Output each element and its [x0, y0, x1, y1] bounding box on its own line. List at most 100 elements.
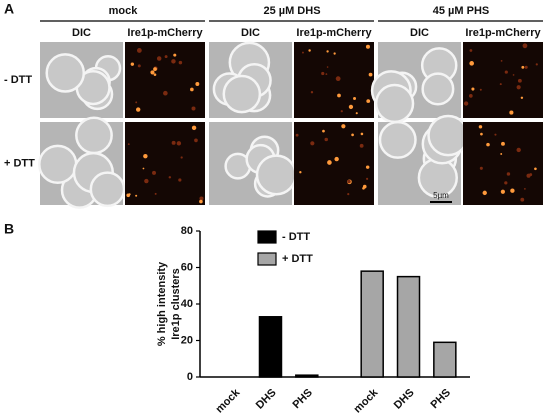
- y-tick-label: 20: [181, 334, 193, 346]
- spot: [534, 167, 537, 171]
- spot: [142, 167, 145, 170]
- channel-label: DIC: [72, 27, 91, 39]
- spot: [180, 156, 183, 159]
- spot: [521, 65, 525, 69]
- spot: [347, 193, 350, 196]
- cell: [255, 154, 297, 196]
- channel-label: Ire1p-mCherry: [127, 27, 203, 39]
- spot: [325, 73, 328, 76]
- spot: [137, 64, 141, 68]
- image: [463, 42, 543, 118]
- spot: [191, 125, 197, 131]
- spot: [501, 141, 505, 146]
- spot: [164, 55, 168, 59]
- cell: [45, 53, 86, 93]
- panel-label: B: [4, 221, 14, 237]
- spot: [365, 44, 370, 49]
- spot: [469, 61, 474, 66]
- cell: [374, 83, 415, 124]
- x-tick-label: DHS: [392, 387, 417, 412]
- micrograph: [125, 122, 205, 205]
- spot: [479, 88, 482, 91]
- spot: [504, 70, 508, 74]
- spot: [529, 173, 533, 177]
- micrograph: [38, 116, 126, 209]
- spot: [326, 50, 329, 53]
- spot: [340, 110, 343, 113]
- spot: [368, 72, 373, 77]
- spot: [199, 199, 203, 204]
- legend-label: - DTT: [282, 231, 310, 243]
- spot: [327, 160, 332, 165]
- cell: [378, 120, 417, 159]
- spot: [153, 67, 157, 71]
- spot: [295, 133, 299, 137]
- x-tick-label: mock: [352, 386, 381, 415]
- micrograph: [294, 42, 374, 118]
- micrograph: [40, 42, 123, 118]
- image: [125, 122, 205, 205]
- spot: [512, 74, 515, 76]
- cell: [222, 74, 262, 114]
- spot: [499, 83, 502, 86]
- y-tick-label: 40: [181, 298, 193, 310]
- legend-label: + DTT: [282, 253, 313, 265]
- spot: [522, 43, 528, 49]
- spot: [520, 96, 524, 99]
- spot: [171, 59, 176, 64]
- legend-swatch: [257, 230, 277, 244]
- spot: [516, 85, 521, 90]
- spot: [333, 52, 336, 55]
- spot: [355, 112, 358, 115]
- column-title: 25 µM DHS: [263, 5, 320, 17]
- row-label: + DTT: [4, 157, 35, 169]
- spot: [365, 165, 370, 169]
- scale-bar-label: 5µm: [433, 191, 449, 200]
- spot: [135, 107, 141, 112]
- spot: [335, 76, 341, 82]
- cell: [427, 114, 469, 157]
- spot: [366, 177, 369, 180]
- spot: [326, 66, 329, 68]
- spot: [509, 110, 514, 115]
- y-tick-label: 60: [181, 261, 193, 273]
- legend-swatch: [257, 252, 277, 266]
- spot: [510, 188, 515, 193]
- spot: [337, 93, 341, 98]
- spot: [517, 78, 522, 83]
- spot: [506, 172, 511, 176]
- micrograph: [294, 122, 374, 205]
- spot: [171, 140, 176, 145]
- spot: [299, 171, 302, 174]
- spot: [302, 51, 304, 54]
- spot: [362, 186, 365, 190]
- spot: [322, 129, 325, 133]
- spot: [178, 60, 183, 65]
- spot: [494, 133, 497, 136]
- spot: [135, 194, 138, 197]
- y-axis-label: Ire1p clusters: [170, 268, 182, 340]
- row-label: - DTT: [4, 74, 32, 86]
- spot: [310, 91, 314, 94]
- image: [294, 42, 374, 118]
- micrograph: [463, 122, 543, 205]
- spot: [479, 166, 483, 170]
- spot: [191, 106, 196, 111]
- spot: [478, 125, 483, 129]
- micrograph: [370, 42, 461, 124]
- spot: [516, 147, 521, 153]
- image: [125, 42, 205, 118]
- spot: [144, 178, 149, 184]
- spot: [136, 48, 142, 53]
- spot: [190, 87, 194, 92]
- spot: [152, 170, 156, 175]
- spot: [469, 94, 473, 98]
- spot: [486, 142, 490, 147]
- spot: [471, 87, 475, 91]
- column-title: 45 µM PHS: [433, 5, 489, 17]
- cell: [38, 144, 78, 185]
- spot: [154, 192, 157, 195]
- spot: [524, 65, 528, 69]
- cell: [75, 116, 113, 155]
- spot: [199, 196, 204, 201]
